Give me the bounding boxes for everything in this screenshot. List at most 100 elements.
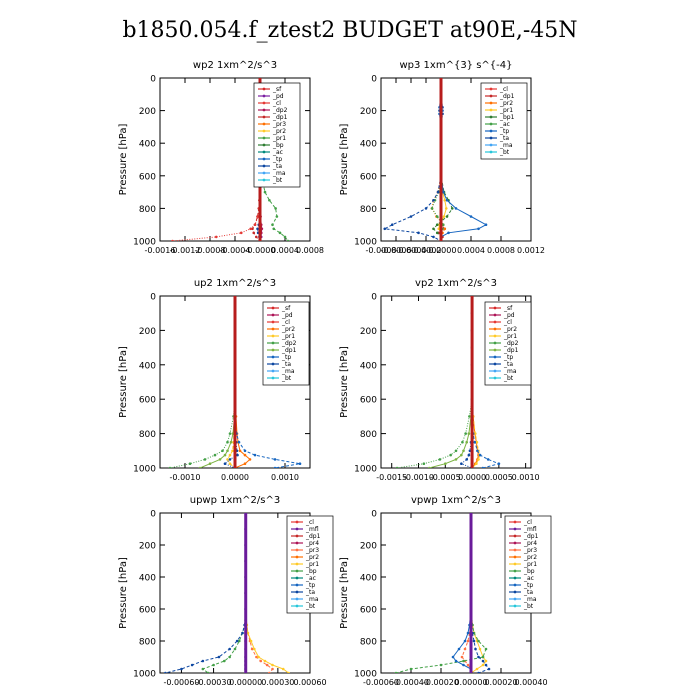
data-point: [206, 671, 210, 673]
data-point: [478, 647, 482, 651]
data-point: [253, 453, 257, 457]
legend-label: _bt: [281, 375, 292, 382]
y-tick-label: 200: [360, 107, 377, 117]
legend-marker: [493, 355, 497, 359]
legend-marker: [493, 334, 497, 338]
data-point: [222, 659, 226, 663]
legend-marker: [271, 376, 275, 380]
y-tick-label: 0: [371, 293, 377, 303]
legend-label: _ta: [305, 589, 315, 596]
x-tick-label: -0.00060: [163, 678, 199, 687]
legend-label: _pr4: [523, 540, 537, 547]
data-point: [164, 671, 167, 673]
legend-label: _tp: [281, 354, 291, 361]
data-point: [466, 639, 470, 643]
data-point: [460, 462, 463, 466]
data-point: [477, 458, 480, 461]
data-point: [223, 462, 227, 466]
legend-marker: [295, 527, 299, 531]
legend-marker: [271, 327, 275, 331]
data-point: [422, 462, 426, 466]
legend-label: _ac: [523, 575, 534, 582]
y-tick-label: 800: [139, 205, 156, 215]
data-point: [424, 207, 428, 210]
data-point: [228, 453, 232, 457]
y-tick-label: 0: [150, 75, 156, 85]
y-tick-label: 200: [139, 542, 156, 552]
y-tick-label: 800: [360, 638, 377, 648]
chart-panel-1: wp2 1xm^2/s^3 Pressure [hPa] 0 200 400 600 800…: [118, 60, 324, 255]
data-point: [271, 667, 274, 671]
y-tick-label: 600: [139, 172, 156, 182]
data-point: [463, 639, 467, 643]
x-tick-label: -0.0010: [170, 473, 201, 482]
data-point: [281, 667, 285, 671]
data-point: [235, 639, 239, 643]
y-tick-label: 400: [360, 574, 377, 584]
legend-label: _ma: [305, 596, 319, 603]
y-tick-label: 800: [139, 638, 156, 648]
legend: _sf_pd_cl_pr2_pr1_dp2_dp1_tp_ta_ma_bt: [484, 301, 532, 386]
legend-marker: [489, 150, 493, 154]
y-tick-label: 400: [139, 361, 156, 371]
legend-label: _ac: [272, 149, 283, 156]
chart-panel-5: upwp 1xm^2/s^3 Pressure [hPa] 0 200 400 600 80…: [118, 495, 334, 687]
data-point: [243, 462, 247, 466]
legend: _cl_mfl_dp1_pr4_pr3_pr2_pr1_bp_ac_tp_ta_…: [504, 515, 552, 614]
data-point: [271, 223, 274, 226]
panel-title: upwp 1xm^2/s^3: [190, 495, 280, 506]
legend-label: _pr4: [305, 540, 319, 547]
data-point: [477, 639, 480, 643]
legend-label: _sf: [272, 86, 282, 93]
data-point: [190, 663, 194, 667]
y-tick-label: 400: [139, 574, 156, 584]
legend-label: _tp: [503, 354, 513, 361]
legend-marker: [513, 583, 517, 587]
y-tick-label: 200: [360, 542, 377, 552]
data-point: [467, 453, 471, 457]
legend-label: _ma: [523, 596, 537, 603]
legend-label: _pr1: [281, 333, 295, 340]
data-point: [465, 440, 469, 444]
x-tick-label: -0.0008: [366, 246, 397, 255]
data-point: [171, 239, 174, 241]
data-point: [268, 198, 271, 202]
y-tick-label: 600: [360, 172, 377, 182]
legend-marker: [513, 534, 517, 538]
panel-title: up2 1xm^2/s^3: [194, 278, 276, 289]
data-point: [466, 631, 470, 635]
legend-marker: [271, 320, 275, 324]
data-point: [226, 449, 229, 453]
legend-marker: [493, 306, 497, 310]
x-tick-label: -0.0004: [220, 246, 251, 255]
x-tick-label: 0.00020: [484, 678, 517, 687]
data-point: [198, 466, 202, 468]
legend-label: _tp: [523, 582, 533, 589]
data-point: [395, 466, 399, 468]
x-tick-label: 0.0000: [221, 473, 249, 482]
legend-marker: [262, 150, 266, 154]
x-tick-label: 0.0010: [512, 473, 540, 482]
y-axis-label: Pressure [hPa]: [118, 346, 129, 418]
data-point: [475, 667, 479, 671]
data-point: [180, 667, 183, 671]
data-point: [435, 231, 439, 235]
y-tick-label: 0: [371, 75, 377, 85]
data-point: [409, 215, 413, 218]
legend-label: _ma: [281, 368, 295, 375]
legend-marker: [262, 157, 266, 161]
legend-label: _bp: [305, 568, 317, 575]
legend-box: [253, 82, 301, 188]
legend-marker: [489, 115, 493, 119]
data-point: [441, 190, 445, 194]
data-point: [231, 449, 234, 453]
data-point: [228, 655, 231, 659]
legend-marker: [493, 376, 497, 380]
x-tick-label: -0.00060: [363, 678, 399, 687]
legend-marker: [262, 136, 266, 140]
legend-marker: [262, 129, 266, 133]
legend: _cl_mfl_dp1_pr4_pr3_pr2_pr1_bp_ac_tp_ta_…: [286, 515, 334, 614]
legend-marker: [493, 348, 497, 352]
data-point: [237, 639, 241, 643]
data-point: [273, 466, 277, 468]
